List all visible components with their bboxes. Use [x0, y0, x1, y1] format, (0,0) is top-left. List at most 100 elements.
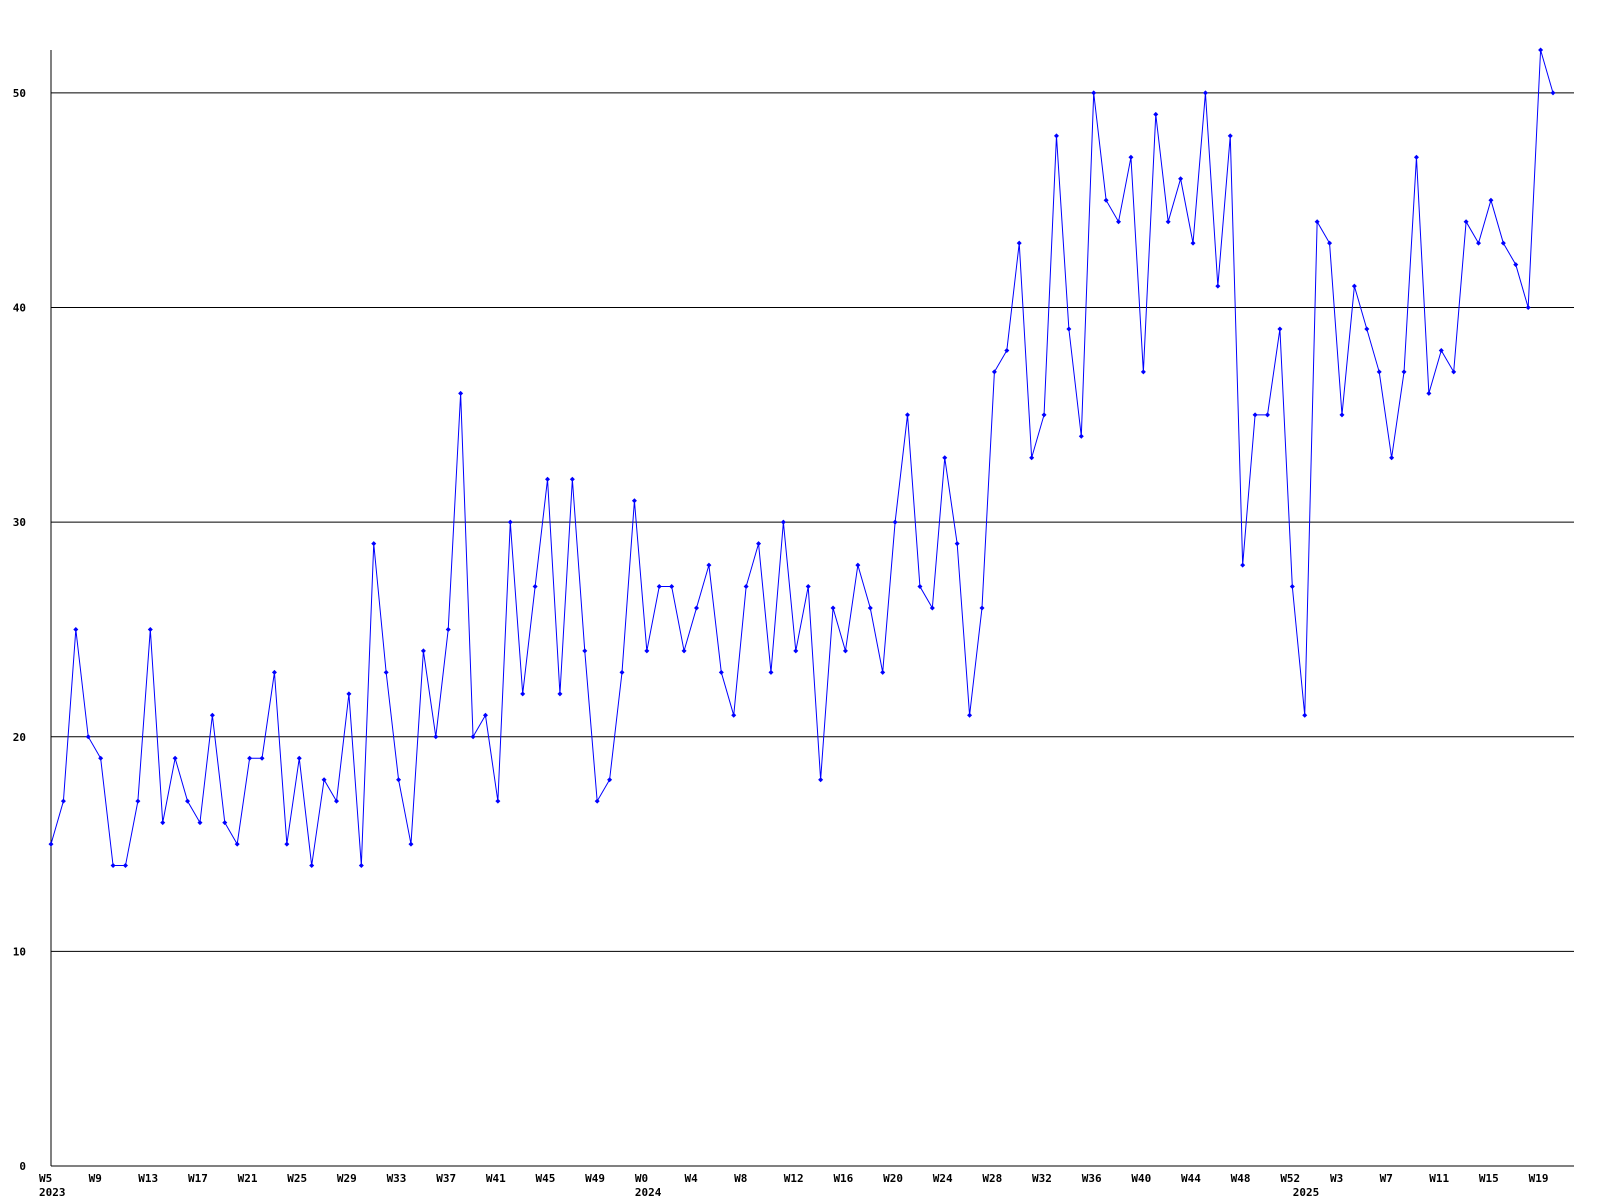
point-marker — [222, 820, 228, 826]
point-marker — [669, 584, 675, 590]
point-marker — [296, 755, 302, 761]
x-tick-label: W45 — [536, 1172, 556, 1185]
point-marker — [445, 626, 451, 632]
point-marker — [1252, 412, 1258, 418]
point-marker — [1451, 369, 1457, 375]
point-marker — [818, 777, 824, 783]
x-tick-label: W13 — [138, 1172, 158, 1185]
x-tick-label: W52 — [1280, 1172, 1300, 1185]
point-marker — [1165, 219, 1171, 225]
point-marker — [60, 798, 66, 804]
point-marker — [1190, 240, 1196, 246]
x-tick-label: W24 — [933, 1172, 953, 1185]
x-tick-label: W3 — [1330, 1172, 1343, 1185]
point-marker — [420, 648, 426, 654]
point-marker — [284, 841, 290, 847]
point-marker — [147, 626, 153, 632]
point-marker — [1227, 133, 1233, 139]
point-marker — [1513, 262, 1519, 268]
point-marker — [383, 669, 389, 675]
point-marker — [495, 798, 501, 804]
year-label: 2023 — [39, 1186, 66, 1199]
x-tick-label: W9 — [89, 1172, 102, 1185]
point-marker — [197, 820, 203, 826]
point-marker — [1538, 47, 1544, 53]
point-marker — [321, 777, 327, 783]
point-marker — [1078, 433, 1084, 439]
point-marker — [1103, 197, 1109, 203]
x-tick-label: W15 — [1479, 1172, 1499, 1185]
point-marker — [1438, 347, 1444, 353]
x-tick-label: W25 — [287, 1172, 307, 1185]
point-marker — [1476, 240, 1482, 246]
point-marker — [693, 605, 699, 611]
point-marker — [160, 820, 166, 826]
x-tick-label: W12 — [784, 1172, 804, 1185]
point-marker — [309, 863, 315, 869]
y-tick-label: 30 — [13, 516, 26, 529]
point-marker — [718, 669, 724, 675]
point-marker — [334, 798, 340, 804]
x-tick-label: W28 — [982, 1172, 1002, 1185]
point-marker — [209, 712, 215, 718]
point-marker — [842, 648, 848, 654]
point-marker — [1004, 347, 1010, 353]
point-marker — [1202, 90, 1208, 96]
point-marker — [855, 562, 861, 568]
point-marker — [1128, 154, 1134, 160]
point-marker — [1500, 240, 1506, 246]
point-marker — [1339, 412, 1345, 418]
point-marker — [135, 798, 141, 804]
point-marker — [768, 669, 774, 675]
x-tick-label: W44 — [1181, 1172, 1201, 1185]
point-marker — [1351, 283, 1357, 289]
point-marker — [880, 669, 886, 675]
point-marker — [644, 648, 650, 654]
point-marker — [48, 841, 54, 847]
point-marker — [607, 777, 613, 783]
point-marker — [1314, 219, 1320, 225]
point-marker — [520, 691, 526, 697]
point-marker — [991, 369, 997, 375]
x-tick-label: W20 — [883, 1172, 903, 1185]
point-marker — [1401, 369, 1407, 375]
point-marker — [1264, 412, 1270, 418]
point-marker — [532, 584, 538, 590]
point-marker — [545, 476, 551, 482]
point-marker — [507, 519, 513, 525]
x-tick-label: W8 — [734, 1172, 747, 1185]
point-marker — [892, 519, 898, 525]
point-marker — [1091, 90, 1097, 96]
point-marker — [1463, 219, 1469, 225]
point-marker — [929, 605, 935, 611]
point-marker — [706, 562, 712, 568]
x-tick-label: W29 — [337, 1172, 357, 1185]
point-marker — [979, 605, 985, 611]
point-marker — [408, 841, 414, 847]
point-marker — [1140, 369, 1146, 375]
point-marker — [458, 390, 464, 396]
point-marker — [122, 863, 128, 869]
point-marker — [1426, 390, 1432, 396]
point-marker — [1289, 584, 1295, 590]
point-marker — [1153, 111, 1159, 117]
point-marker — [185, 798, 191, 804]
point-marker — [1376, 369, 1382, 375]
x-tick-label: W7 — [1380, 1172, 1393, 1185]
y-tick-label: 0 — [19, 1160, 26, 1173]
x-tick-label: W49 — [585, 1172, 605, 1185]
series-line — [50, 49, 1554, 867]
point-marker — [346, 691, 352, 697]
x-tick-label: W41 — [486, 1172, 506, 1185]
point-marker — [1364, 326, 1370, 332]
point-marker — [1053, 133, 1059, 139]
point-marker — [805, 584, 811, 590]
point-marker — [1116, 219, 1122, 225]
y-tick-label: 20 — [13, 731, 26, 744]
y-tick-label: 40 — [13, 302, 26, 315]
point-marker — [271, 669, 277, 675]
x-tick-label: W19 — [1529, 1172, 1549, 1185]
point-marker — [396, 777, 402, 783]
point-marker — [917, 584, 923, 590]
